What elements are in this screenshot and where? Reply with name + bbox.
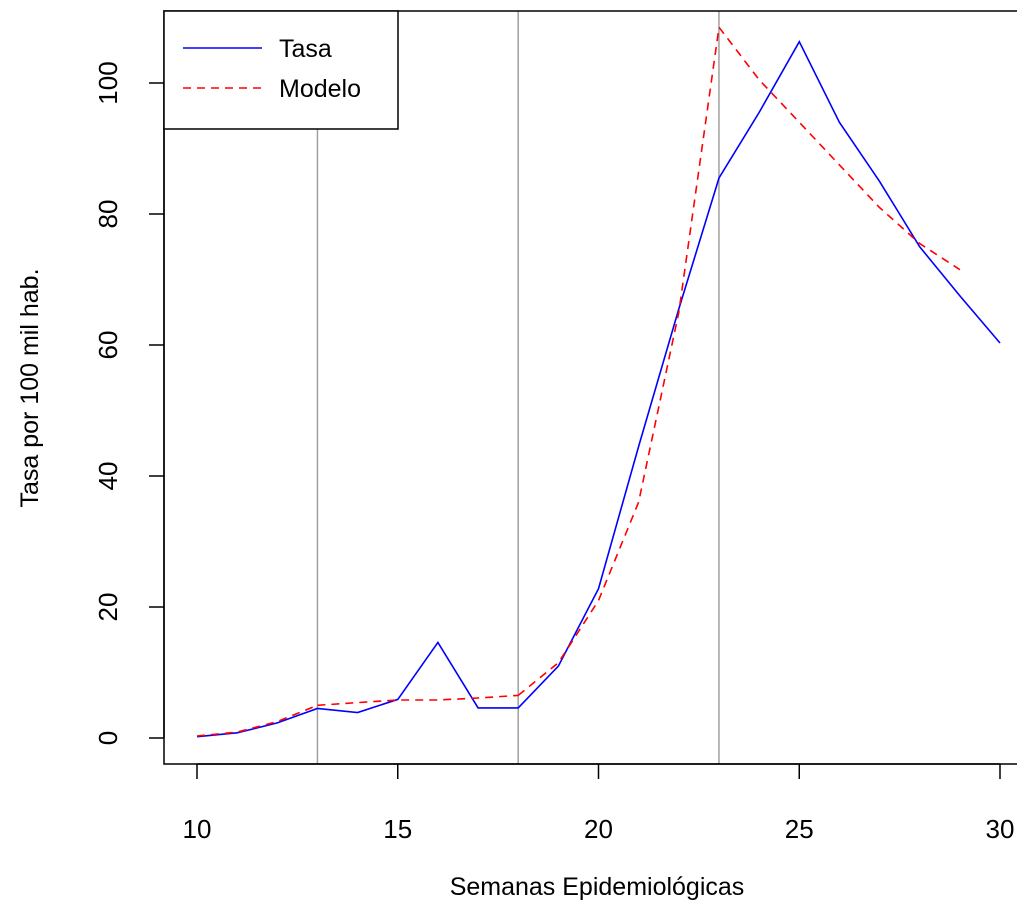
y-tick-label-100: 100 [93, 61, 123, 104]
legend-box [163, 10, 399, 130]
series-tasa-line-1 [196, 39, 1001, 738]
series-modelo-line-3 [517, 27, 720, 697]
x-axis-label: Semanas Epidemiológicas [450, 873, 745, 901]
y-axis-label: Tasa por 100 mil hab. [16, 268, 44, 507]
y-tick-label-60: 60 [93, 331, 123, 360]
y-axis: 0 20 40 60 80 100 [93, 61, 165, 745]
series-lines [196, 26, 1001, 738]
series-modelo-line-2 [317, 694, 519, 707]
y-tick-label-40: 40 [93, 462, 123, 491]
x-tick-label-20: 20 [584, 814, 613, 844]
legend-label-tasa: Tasa [279, 35, 332, 63]
gridlines-vertical [316, 11, 720, 764]
series-modelo-line-4 [718, 26, 961, 271]
legend-label-modelo: Modelo [279, 75, 361, 103]
y-tick-label-80: 80 [93, 200, 123, 229]
y-tick-label-0: 0 [93, 731, 123, 745]
x-tick-label-30: 30 [986, 814, 1015, 844]
y-tick-label-20: 20 [93, 593, 123, 622]
series-modelo-line-1 [196, 704, 318, 737]
x-tick-label-10: 10 [183, 814, 212, 844]
x-tick-label-15: 15 [383, 814, 412, 844]
legend: Tasa Modelo [163, 10, 399, 130]
x-axis: 10 15 20 25 30 [183, 763, 1015, 844]
x-tick-label-25: 25 [785, 814, 814, 844]
